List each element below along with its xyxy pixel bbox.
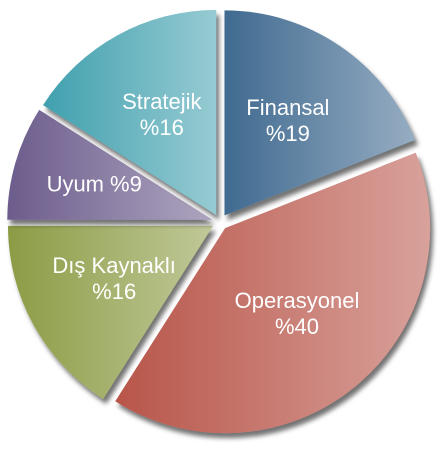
- category-label: Stratejik: [122, 89, 202, 114]
- value-label: %16: [140, 115, 184, 140]
- value-label: %19: [266, 121, 310, 146]
- value-label: %40: [275, 314, 319, 339]
- category-label: Finansal: [246, 95, 329, 120]
- value-label: %9: [110, 171, 142, 196]
- category-label: Dış Kaynaklı: [52, 253, 176, 278]
- category-label: Operasyonel: [235, 288, 360, 313]
- category-label: Uyum: [47, 171, 104, 196]
- slice-label: Uyum %9: [47, 171, 142, 196]
- value-label: %16: [92, 279, 136, 304]
